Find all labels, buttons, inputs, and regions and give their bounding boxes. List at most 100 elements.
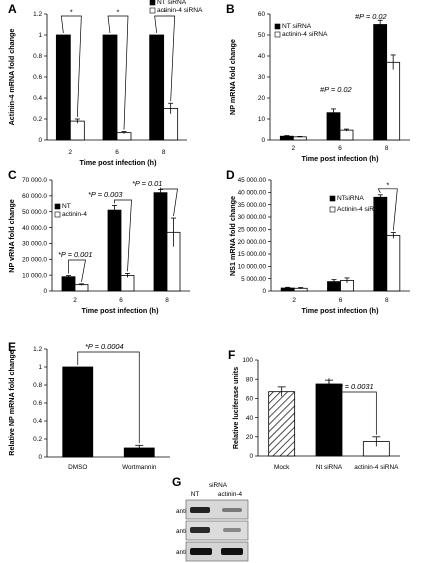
y-tick-label: 25 000.00	[238, 227, 267, 234]
x-tick-label: 8	[165, 297, 169, 304]
x-tick-label: DMSO	[68, 464, 87, 471]
legend-swatch	[329, 206, 336, 213]
panel-c: C 0 10 000.0 20 000.0 30 000.0 40 000.0 50 000…	[7, 168, 190, 315]
y-tick-label: 30 000.0	[22, 241, 47, 248]
blot-band	[190, 548, 212, 555]
x-tick-label: actinin-4 siRNA	[354, 464, 399, 471]
x-tick-label: 2	[73, 297, 77, 304]
y-tick-label: 20	[246, 434, 254, 441]
legend-swatch	[149, 0, 156, 6]
y-tick-label: 40 000.0	[22, 225, 47, 232]
panel-e: E 0 0.2 0.4 0.6 0.8 1 1.2 Relative NP mRNA fold …	[7, 340, 170, 471]
blot-band	[223, 528, 241, 532]
x-tick-label: Mock	[274, 464, 290, 471]
y-axis-label: NP mRNA fold change	[228, 39, 237, 115]
significance-label: *P = 0.0004	[85, 342, 124, 351]
legend-label: actinin-4 siRNA	[157, 7, 203, 14]
y-tick-label: 0.8	[33, 382, 42, 389]
y-tick-label: 0	[249, 453, 253, 460]
y-tick-label: 0	[262, 288, 266, 295]
bar	[61, 276, 76, 292]
significance-bracket	[377, 188, 398, 231]
legend-label: NT siRNA	[282, 23, 312, 30]
y-tick-label: 10 000.0	[22, 272, 47, 279]
x-axis-label: Time post infection (h)	[80, 158, 158, 167]
significance-bracket	[154, 15, 176, 102]
x-tick-label: 8	[162, 149, 166, 156]
x-tick-label: 8	[385, 145, 389, 152]
y-tick-label: 5 000.00	[241, 276, 266, 283]
y-tick-label: 60	[246, 396, 254, 403]
x-tick-label: 6	[338, 145, 342, 152]
x-axis-label: Time post infection (h)	[302, 154, 380, 163]
y-tick-label: 0.2	[33, 116, 42, 123]
legend-label: actinin-4	[62, 211, 87, 218]
blot-strip-np	[185, 520, 249, 541]
significance-bracket	[68, 259, 86, 282]
y-tick-label: 1.2	[33, 346, 42, 353]
legend-swatch	[149, 7, 156, 14]
y-tick-label: 30	[258, 74, 266, 81]
panel-label-a: A	[8, 2, 17, 16]
y-tick-label: 40	[246, 415, 254, 422]
y-tick-label: 60 000.0	[22, 193, 47, 200]
significance-label: *P = 0.003	[88, 190, 123, 199]
y-tick-label: 0.4	[33, 418, 42, 425]
legend-swatch	[54, 203, 61, 210]
y-tick-label: 40	[258, 53, 266, 60]
x-tick-label: 6	[119, 297, 123, 304]
y-tick-label: 0.6	[33, 400, 42, 407]
y-tick-label: 30 000.00	[238, 214, 267, 221]
legend-label: actinin-4 siRNA	[282, 31, 328, 38]
panel-a: A 0 0.2 0.4 0.6 0.8 1 1.2 Actinin-4 mRNA fold ch…	[7, 0, 203, 167]
y-tick-label: 0.4	[33, 95, 42, 102]
bar	[268, 391, 296, 457]
bar	[149, 34, 165, 141]
y-tick-label: 1	[38, 32, 42, 39]
significance-bracket	[77, 351, 140, 444]
legend-swatch	[54, 211, 61, 218]
blot-strip-gapdh	[185, 541, 249, 562]
y-tick-label: 1	[38, 364, 42, 371]
legend-label: NT	[62, 203, 71, 210]
y-tick-label: 0	[38, 454, 42, 461]
significance-bracket	[160, 187, 178, 217]
bar	[339, 129, 354, 141]
y-axis-label: Relative NP mRNA fold change	[7, 350, 16, 455]
x-tick-label: 2	[292, 145, 296, 152]
panel-label-e: E	[8, 340, 16, 354]
x-axis-label: Time post infection (h)	[302, 306, 380, 315]
panel-label-f: F	[228, 348, 235, 362]
x-tick-label: 6	[339, 297, 343, 304]
legend-swatch	[274, 31, 281, 38]
bar	[102, 34, 118, 141]
bar	[386, 235, 401, 292]
y-tick-label: 20 000.0	[22, 256, 47, 263]
y-axis-label: Actinin-4 mRNA fold change	[7, 29, 16, 126]
significance-label: *P = 0.001	[58, 250, 92, 259]
legend-label: NT siRNA	[157, 0, 187, 6]
significance-label: *P = 0.01	[132, 179, 162, 188]
significance-marker: *	[386, 180, 389, 189]
x-axis-label: Time post infection (h)	[82, 306, 160, 315]
legend-label: NTsiRNA	[337, 195, 364, 202]
panel-label-d: D	[226, 168, 235, 182]
blot-band	[221, 548, 243, 555]
y-tick-label: 0.2	[33, 436, 42, 443]
y-tick-label: 0	[261, 137, 265, 144]
y-tick-label: 15 000.00	[238, 251, 267, 258]
y-tick-label: 0.6	[33, 74, 42, 81]
legend-label: Actinin-4 siRNA	[337, 206, 384, 213]
bar	[326, 112, 341, 141]
legend-swatch	[274, 23, 281, 30]
blot-band	[190, 527, 210, 533]
panel-g: G siRNA NT actinin-4 anti-actinin-4 anti…	[172, 475, 249, 562]
significance-bracket	[328, 378, 377, 435]
bar	[315, 383, 343, 457]
significance-label: #P = 0.02	[320, 85, 352, 94]
y-tick-label: 100	[242, 357, 253, 364]
y-tick-label: 0.8	[33, 53, 42, 60]
significance-label: #P = 0.02	[355, 12, 387, 21]
